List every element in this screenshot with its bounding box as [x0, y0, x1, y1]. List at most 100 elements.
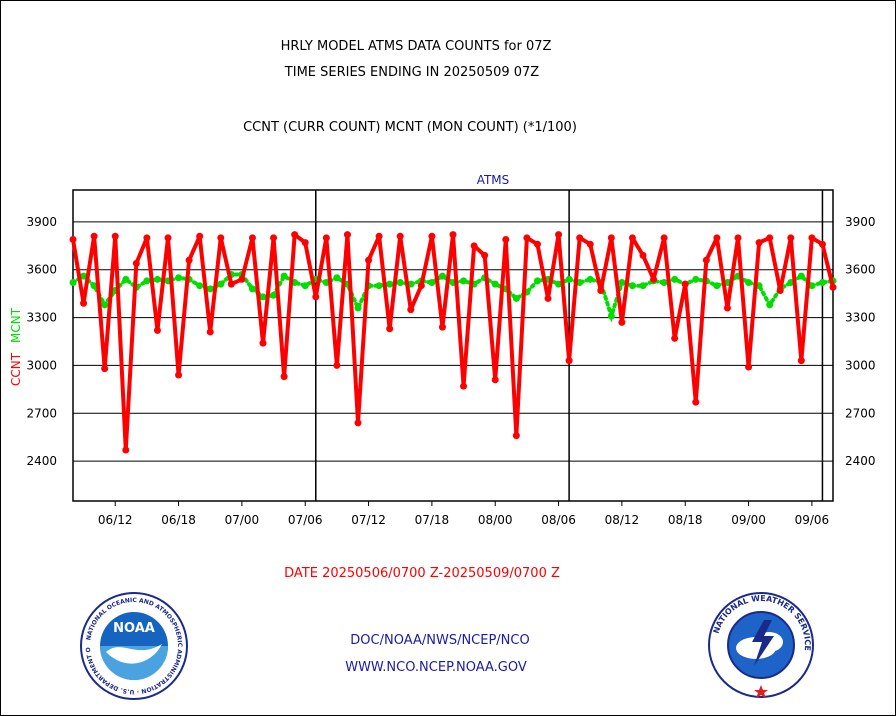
series-mcnt-point — [375, 282, 383, 290]
x-tick-label: 08/06 — [541, 513, 576, 527]
series-ccnt-point — [460, 382, 468, 390]
series-mcnt-point — [512, 294, 520, 302]
series-mcnt-point — [143, 277, 151, 285]
series-mcnt-point — [586, 275, 594, 283]
y-tick-label-right: 3600 — [845, 263, 876, 277]
series-ccnt-point — [692, 398, 700, 406]
y-axis-label-mcnt: MCNT — [9, 307, 23, 343]
series-ccnt-point — [449, 231, 457, 239]
series-ccnt-point — [69, 235, 77, 243]
x-tick-label: 07/18 — [415, 513, 450, 527]
series-mcnt-point — [80, 272, 88, 280]
series-ccnt-point — [713, 234, 721, 242]
series-ccnt-point — [660, 234, 668, 242]
series-ccnt-point — [111, 232, 119, 240]
nco-website-link[interactable]: WWW.NCO.NCEP.NOAA.GOV — [345, 660, 527, 675]
series-ccnt-point — [122, 446, 130, 454]
series-ccnt-point — [153, 326, 161, 334]
series-ccnt-point — [766, 234, 774, 242]
y-tick-label-left: 3000 — [26, 358, 57, 372]
y-tick-label-left: 2400 — [26, 454, 57, 468]
series-ccnt-point — [512, 432, 520, 440]
series-mcnt-point — [259, 293, 267, 301]
series-mcnt-point — [333, 274, 341, 282]
series-mcnt-point — [69, 279, 77, 287]
series-mcnt-point — [491, 280, 499, 288]
series-ccnt-point — [491, 376, 499, 384]
series-ccnt-point — [132, 259, 140, 267]
x-tick-label: 09/00 — [731, 513, 766, 527]
series-ccnt-point — [544, 294, 552, 302]
y-tick-label-right: 3900 — [845, 215, 876, 229]
series-ccnt-point — [101, 365, 109, 373]
series-ccnt-point — [354, 419, 362, 427]
plot-frame — [72, 189, 834, 502]
series-ccnt-point — [291, 231, 299, 239]
series-mcnt-point — [660, 279, 668, 287]
doc-noaa-link[interactable]: DOC/NOAA/NWS/NCEP/NCO — [350, 633, 530, 648]
nws-logo-icon: NATIONAL WEATHER SERVICE — [708, 592, 814, 698]
series-ccnt-point — [365, 256, 373, 264]
series-ccnt-point — [280, 373, 288, 381]
svg-text:NOAA: NOAA — [113, 621, 155, 636]
series-ccnt-point — [745, 363, 753, 371]
series-mcnt-point — [196, 282, 204, 290]
series-ccnt-point — [175, 371, 183, 379]
y-tick-label-left: 3300 — [26, 311, 57, 325]
series-ccnt-point — [248, 234, 256, 242]
series-ccnt-point — [407, 306, 415, 314]
chart-header-line3: CCNT (CURR COUNT) MCNT (MON COUNT) (*1/1… — [243, 120, 577, 135]
noaa-logo-icon: NATIONAL OCEANIC AND ATMOSPHERIC ADMINIS… — [78, 590, 188, 700]
series-ccnt-point — [438, 323, 446, 331]
series-ccnt-point — [301, 239, 309, 247]
series-ccnt-point — [333, 361, 341, 369]
series-mcnt-point — [818, 279, 826, 287]
series-ccnt-point — [787, 234, 795, 242]
series-mcnt-point — [766, 301, 774, 309]
x-tick-label: 08/18 — [668, 513, 703, 527]
series-mcnt-point — [565, 275, 573, 283]
series-ccnt-point — [481, 251, 489, 259]
chart-header-line1: HRLY MODEL ATMS DATA COUNTS for 07Z — [280, 39, 552, 54]
series-mcnt-point — [206, 285, 214, 293]
series-mcnt-point — [122, 275, 130, 283]
series-mcnt-point — [396, 279, 404, 287]
series-mcnt-point — [217, 280, 225, 288]
date-range-label: DATE 20250506/0700 Z-20250509/0700 Z — [284, 566, 560, 581]
series-ccnt-point — [702, 256, 710, 264]
series-mcnt-point — [745, 279, 753, 287]
series-ccnt-point — [143, 234, 151, 242]
series-ccnt-point — [270, 234, 278, 242]
series-ccnt-point — [808, 234, 816, 242]
series-mcnt-point — [533, 277, 541, 285]
series-ccnt-point — [227, 280, 235, 288]
series-ccnt-point — [628, 234, 636, 242]
y-tick-label-right: 3000 — [845, 358, 876, 372]
y-tick-label-right: 3300 — [845, 311, 876, 325]
series-mcnt-point — [692, 275, 700, 283]
series-ccnt-point — [259, 339, 267, 347]
y-tick-label-left: 3600 — [26, 263, 57, 277]
series-ccnt-point — [671, 334, 679, 342]
series-ccnt-point — [523, 234, 531, 242]
series-ccnt-point — [576, 234, 584, 242]
series-ccnt-point — [650, 275, 658, 283]
series-ccnt-point — [164, 234, 172, 242]
x-tick-label: 08/00 — [478, 513, 513, 527]
series-mcnt-point — [354, 304, 362, 312]
series-mcnt-point — [808, 282, 816, 290]
series-ccnt-point — [597, 286, 605, 294]
series-ccnt-point — [206, 328, 214, 336]
series-mcnt-point — [438, 272, 446, 280]
series-mcnt-point — [607, 312, 615, 320]
series-mcnt-point — [639, 282, 647, 290]
series-ccnt-point — [196, 232, 204, 240]
series-ccnt-point — [312, 293, 320, 301]
series-ccnt-point — [586, 240, 594, 248]
x-tick-label: 08/12 — [605, 513, 640, 527]
series-mcnt-point — [301, 282, 309, 290]
series-mcnt-point — [628, 282, 636, 290]
series-ccnt-line — [71, 232, 835, 452]
series-mcnt-point — [428, 279, 436, 287]
